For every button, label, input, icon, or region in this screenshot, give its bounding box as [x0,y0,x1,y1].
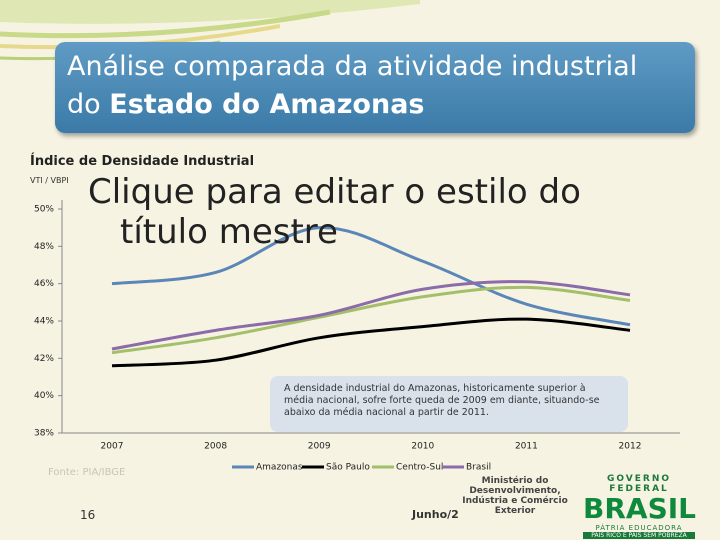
title-line: Análise comparada da atividade industria… [67,51,638,82]
title-text: do [67,89,101,120]
y-tick-label: 42% [34,354,54,364]
gov-text: PAÍS RICO É PAÍS SEM POBREZA [583,532,695,539]
placeholder-line: Clique para editar o estilo do [88,172,581,212]
x-tick-label: 2009 [308,442,331,452]
y-tick-label: 50% [34,205,54,215]
series-line [111,226,631,327]
y-tick-label: 40% [34,391,54,401]
x-tick-label: 2007 [101,442,124,452]
series-line [111,317,631,368]
title-box: Análise comparada da atividade industria… [55,42,695,133]
legend-label: Amazonas [256,463,303,473]
date: Junho/2 [412,508,459,521]
y-tick-label: 38% [34,429,54,439]
legend-label: Brasil [466,463,491,473]
y-tick-label: 48% [34,242,54,252]
series-line [111,285,631,355]
stripe [0,0,420,24]
y-tick-label: 46% [34,279,54,289]
placeholder-line: título mestre [120,212,338,252]
placeholder: Clique para editar o estilo do título me… [88,172,581,252]
x-tick-label: 2008 [204,442,227,452]
source: Fonte: PIA/IBGE [48,467,126,478]
series-line [111,280,631,351]
x-tick-label: 2012 [619,442,642,452]
gov-text: BRASIL [583,492,696,525]
ministry: Ministério do Desenvolvimento, Indústria… [462,476,568,516]
y-tick-label: 44% [34,317,54,327]
title-line: do Estado do Amazonas [67,86,683,124]
x-tick-label: 2011 [515,442,538,452]
page-number: 16 [80,508,96,522]
gov-text: PÁTRIA EDUCADORA [595,524,683,532]
gov-text: GOVERNO FEDERAL [606,474,672,494]
legend-label: Centro-Sul [396,463,443,473]
y-axis-label: VTI / VBPI [30,176,69,185]
annotation: A densidade industrial do Amazonas, hist… [270,376,628,432]
legend-label: São Paulo [326,463,370,473]
gov-logo: GOVERNO FEDERAL BRASIL PÁTRIA EDUCADORA … [583,474,696,539]
title-bold: Estado do Amazonas [109,89,425,120]
chart-title: Índice de Densidade Industrial [30,154,255,169]
x-tick-label: 2010 [411,442,434,452]
stripe [0,9,331,39]
